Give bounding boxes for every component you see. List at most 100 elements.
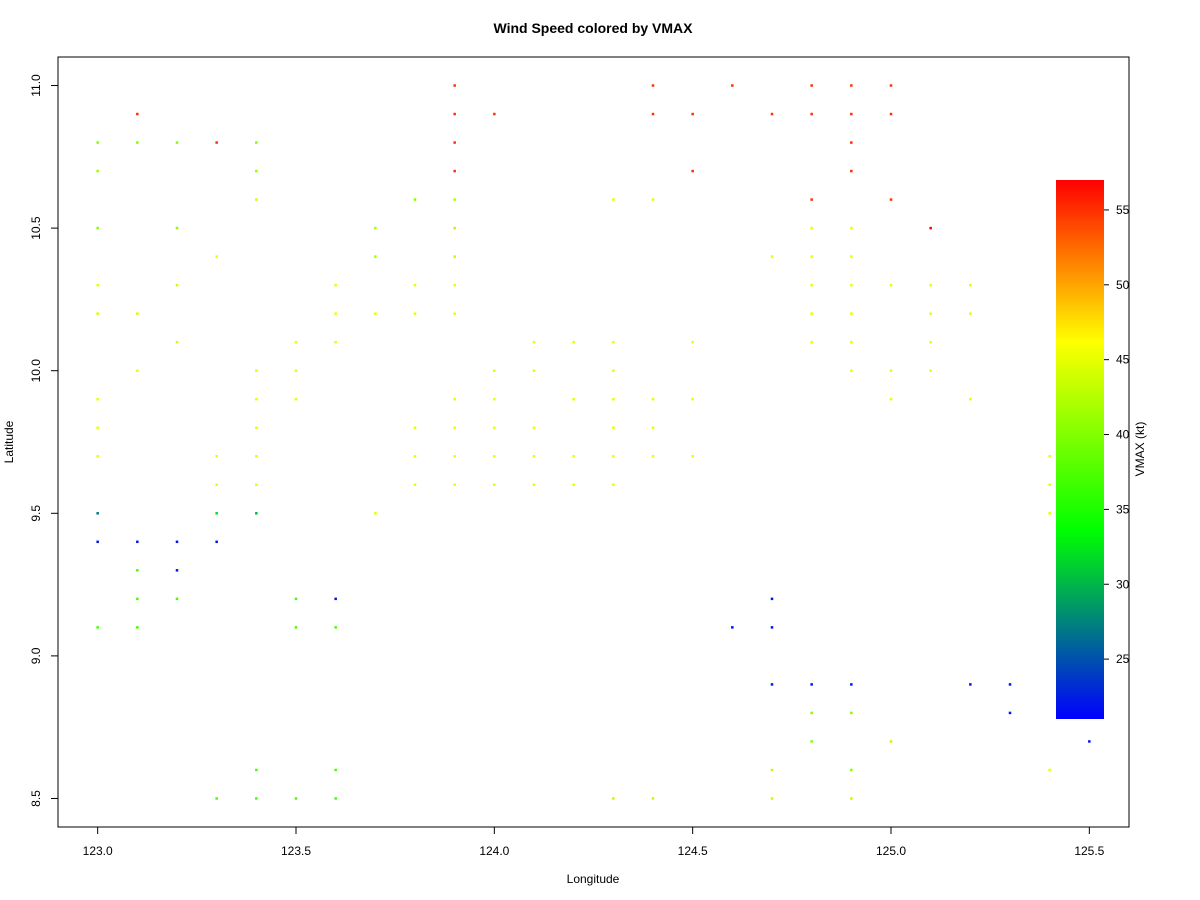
data-point bbox=[453, 283, 456, 287]
data-point bbox=[651, 198, 655, 201]
data-point bbox=[175, 540, 179, 544]
data-point bbox=[810, 312, 813, 315]
data-point bbox=[770, 597, 774, 601]
data-point bbox=[96, 283, 99, 287]
data-point bbox=[215, 483, 218, 487]
data-point bbox=[294, 597, 298, 601]
data-point bbox=[810, 711, 813, 715]
data-point bbox=[453, 84, 456, 87]
data-point bbox=[493, 426, 496, 429]
data-point bbox=[850, 169, 853, 173]
data-point bbox=[96, 226, 99, 230]
data-point bbox=[850, 768, 853, 772]
data-point bbox=[612, 455, 615, 458]
data-point bbox=[453, 397, 456, 401]
data-point bbox=[136, 626, 139, 629]
data-point bbox=[612, 397, 615, 401]
data-point bbox=[929, 369, 932, 372]
data-point bbox=[413, 426, 417, 429]
data-point bbox=[532, 483, 536, 487]
data-point bbox=[651, 397, 655, 401]
data-point bbox=[334, 626, 337, 629]
data-point bbox=[215, 455, 218, 458]
data-point bbox=[889, 369, 893, 372]
data-point bbox=[810, 255, 813, 258]
data-point bbox=[136, 369, 139, 372]
data-point bbox=[255, 369, 258, 372]
data-point bbox=[334, 312, 337, 315]
data-point bbox=[453, 141, 456, 144]
y-tick-label: 8.5 bbox=[29, 790, 43, 807]
colorbar-tick-label: 40 bbox=[1116, 428, 1130, 442]
data-point bbox=[889, 283, 893, 287]
data-point bbox=[215, 141, 218, 144]
data-point bbox=[969, 283, 972, 287]
data-point bbox=[453, 112, 456, 116]
x-tick-label: 123.5 bbox=[281, 844, 311, 858]
data-points bbox=[96, 84, 1091, 800]
data-point bbox=[413, 312, 417, 315]
colorbar-legend: 25 30 35 40 45 50 55 VMAX (kt) bbox=[1056, 180, 1147, 719]
data-point bbox=[453, 169, 456, 173]
data-point bbox=[453, 426, 456, 429]
data-point bbox=[294, 797, 298, 800]
data-point bbox=[96, 512, 99, 515]
data-point bbox=[850, 84, 853, 87]
data-point bbox=[850, 141, 853, 144]
data-point bbox=[612, 483, 615, 487]
data-point bbox=[929, 340, 932, 344]
colorbar-tick-label: 30 bbox=[1116, 577, 1130, 591]
data-point bbox=[929, 283, 932, 287]
data-point bbox=[136, 312, 139, 315]
data-point bbox=[691, 340, 694, 344]
colorbar-ticks: 25 30 35 40 45 50 55 bbox=[1104, 203, 1130, 666]
data-point bbox=[493, 455, 496, 458]
data-point bbox=[532, 369, 536, 372]
data-point bbox=[175, 226, 179, 230]
data-point bbox=[453, 455, 456, 458]
data-point bbox=[850, 255, 853, 258]
data-point bbox=[850, 112, 853, 116]
x-tick-label: 123.0 bbox=[83, 844, 113, 858]
data-point bbox=[1088, 740, 1091, 743]
data-point bbox=[612, 198, 615, 201]
data-point bbox=[374, 312, 377, 315]
data-point bbox=[294, 626, 298, 629]
data-point bbox=[691, 397, 694, 401]
data-point bbox=[334, 768, 337, 772]
data-point bbox=[453, 483, 456, 487]
data-point bbox=[1048, 455, 1051, 458]
data-point bbox=[731, 626, 734, 629]
data-point bbox=[691, 169, 694, 173]
data-point bbox=[770, 683, 774, 686]
data-point bbox=[612, 426, 615, 429]
data-point bbox=[334, 797, 337, 800]
data-point bbox=[651, 455, 655, 458]
data-point bbox=[136, 540, 139, 544]
data-point bbox=[96, 540, 99, 544]
data-point bbox=[810, 198, 813, 201]
data-point bbox=[96, 312, 99, 315]
plot-frame bbox=[57, 56, 1130, 828]
data-point bbox=[334, 597, 337, 601]
data-point bbox=[255, 141, 258, 144]
data-point bbox=[810, 84, 813, 87]
data-point bbox=[96, 455, 99, 458]
data-point bbox=[215, 512, 218, 515]
data-point bbox=[175, 597, 179, 601]
y-tick-label: 9.0 bbox=[29, 647, 43, 664]
data-point bbox=[691, 455, 694, 458]
data-point bbox=[770, 768, 774, 772]
y-tick-label: 9.5 bbox=[29, 505, 43, 522]
data-point bbox=[215, 540, 218, 544]
data-point bbox=[651, 797, 655, 800]
colorbar-gradient bbox=[1056, 180, 1104, 719]
data-point bbox=[255, 426, 258, 429]
y-axis: 8.5 9.0 9.5 10.0 10.5 11.0 bbox=[29, 74, 58, 807]
data-point bbox=[255, 768, 258, 772]
data-point bbox=[1048, 483, 1051, 487]
data-point bbox=[255, 169, 258, 173]
data-point bbox=[255, 397, 258, 401]
data-point bbox=[770, 797, 774, 800]
